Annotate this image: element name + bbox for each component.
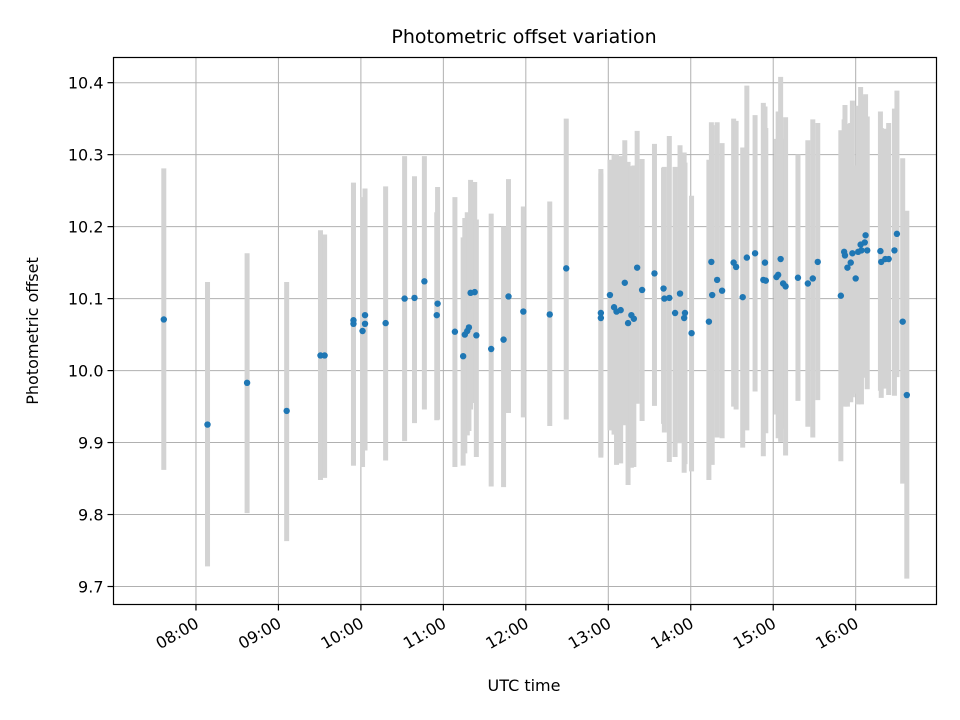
- data-point: [739, 293, 746, 301]
- data-point: [546, 311, 553, 318]
- data-point: [661, 295, 668, 302]
- data-point: [885, 255, 892, 263]
- data-point: [617, 306, 624, 314]
- y-tick-label: 9.7: [78, 578, 103, 597]
- data-point: [361, 311, 369, 319]
- data-point: [401, 295, 408, 302]
- data-point: [204, 421, 211, 428]
- data-point: [849, 250, 856, 257]
- y-tick-label: 9.8: [78, 506, 103, 525]
- data-point: [899, 318, 906, 325]
- y-tick-label: 10.4: [68, 74, 104, 93]
- data-point: [841, 252, 849, 259]
- data-point: [666, 294, 673, 302]
- data-point: [160, 316, 168, 323]
- data-point: [500, 336, 507, 343]
- y-tick-label: 10.2: [68, 218, 104, 237]
- data-point: [732, 263, 740, 271]
- data-point: [434, 300, 441, 307]
- data-point: [671, 309, 679, 317]
- y-tick-label: 10.1: [68, 290, 104, 309]
- data-point: [877, 247, 884, 255]
- data-point: [451, 328, 459, 335]
- data-point: [708, 258, 715, 266]
- data-point: [505, 293, 512, 300]
- data-point: [382, 319, 389, 327]
- data-point: [751, 250, 759, 257]
- data-point: [421, 278, 428, 285]
- data-point: [563, 265, 570, 272]
- data-point: [852, 275, 859, 282]
- data-point: [676, 290, 684, 297]
- data-point: [597, 314, 605, 322]
- data-point: [891, 247, 898, 254]
- data-point: [681, 309, 689, 317]
- data-point: [814, 258, 821, 266]
- data-point: [708, 291, 716, 299]
- data-point: [243, 379, 251, 387]
- data-point: [837, 292, 845, 299]
- data-point: [487, 345, 495, 353]
- data-point: [638, 286, 646, 294]
- data-point: [903, 391, 911, 399]
- y-tick-label: 10.3: [68, 146, 104, 165]
- data-point: [624, 319, 632, 327]
- data-point: [861, 239, 868, 246]
- data-point: [794, 274, 802, 281]
- data-point: [858, 247, 865, 254]
- data-point: [762, 277, 769, 284]
- data-point: [743, 254, 751, 261]
- data-point: [804, 280, 812, 287]
- data-point: [283, 407, 290, 415]
- data-point: [361, 320, 369, 328]
- data-point: [350, 320, 357, 328]
- x-axis-title: UTC time: [488, 676, 561, 695]
- data-point: [606, 291, 614, 299]
- data-point: [459, 352, 467, 360]
- plot-frame: [112, 56, 938, 606]
- data-point: [718, 287, 726, 294]
- data-point: [630, 315, 638, 322]
- data-point: [359, 327, 366, 335]
- data-point: [660, 285, 667, 292]
- data-point: [774, 271, 782, 279]
- data-point: [433, 311, 440, 319]
- data-point: [411, 294, 418, 302]
- data-point: [705, 318, 713, 325]
- chart-title: Photometric offset variation: [391, 26, 656, 48]
- data-point: [864, 247, 871, 254]
- point-layer: [160, 230, 911, 428]
- data-point: [844, 264, 851, 271]
- data-point: [777, 255, 784, 263]
- data-point: [893, 230, 901, 238]
- data-point: [809, 275, 817, 282]
- data-point: [321, 352, 328, 359]
- data-point: [597, 309, 605, 317]
- data-point: [847, 259, 854, 266]
- data-point: [862, 232, 869, 239]
- data-point: [688, 329, 695, 337]
- y-tick-label: 9.9: [78, 434, 103, 453]
- data-point: [713, 276, 721, 284]
- data-point: [621, 279, 628, 286]
- data-point: [680, 314, 688, 322]
- data-point: [782, 283, 789, 290]
- data-point: [651, 270, 658, 277]
- data-point: [473, 332, 480, 339]
- y-tick-label: 10.0: [68, 362, 104, 381]
- data-point: [471, 288, 478, 296]
- y-axis-title: Photometric offset: [23, 257, 42, 405]
- data-point: [761, 259, 769, 266]
- data-point: [520, 308, 527, 315]
- data-point: [465, 324, 473, 331]
- data-point: [633, 264, 641, 271]
